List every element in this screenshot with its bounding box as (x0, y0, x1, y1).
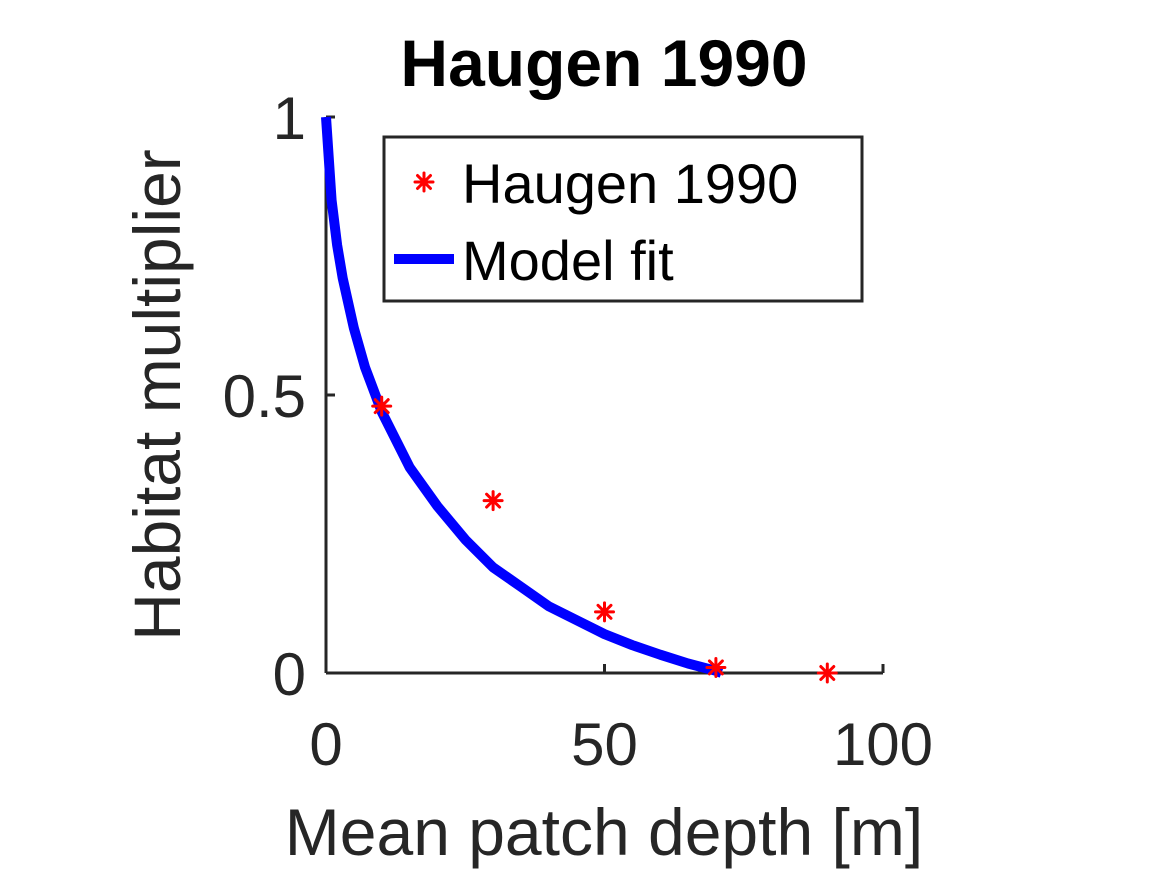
data-point-0 (371, 395, 393, 417)
series-line-model-fit (321, 116, 724, 678)
x-axis-label: Mean patch depth [m] (285, 795, 923, 869)
legend-box (382, 135, 864, 303)
legend: Haugen 1990 Model fit (382, 135, 864, 303)
legend-label-haugen-1990: Haugen 1990 (462, 152, 798, 215)
x-tick-label-1: 50 (571, 711, 638, 778)
y-tick-label-2: 1 (273, 85, 306, 152)
tick-labels: 0 50 100 0 0.5 1 (223, 85, 933, 778)
data-point-3 (705, 656, 727, 678)
x-tick-label-2: 100 (833, 711, 933, 778)
legend-label-model-fit: Model fit (462, 229, 674, 292)
legend-asterisk-icon (413, 171, 435, 193)
data-point-1 (482, 490, 504, 512)
data-point-2 (594, 601, 615, 623)
y-tick-label-0: 0 (273, 641, 306, 708)
y-tick-label-1: 0.5 (223, 363, 306, 430)
ticks (324, 115, 885, 675)
x-tick-label-0: 0 (309, 711, 342, 778)
y-axis-label: Habitat multiplier (120, 149, 194, 641)
plot-series (321, 116, 838, 684)
legend-marker-haugen-1990 (413, 171, 435, 193)
data-point-4 (816, 662, 838, 684)
chart-title: Haugen 1990 (400, 26, 807, 100)
